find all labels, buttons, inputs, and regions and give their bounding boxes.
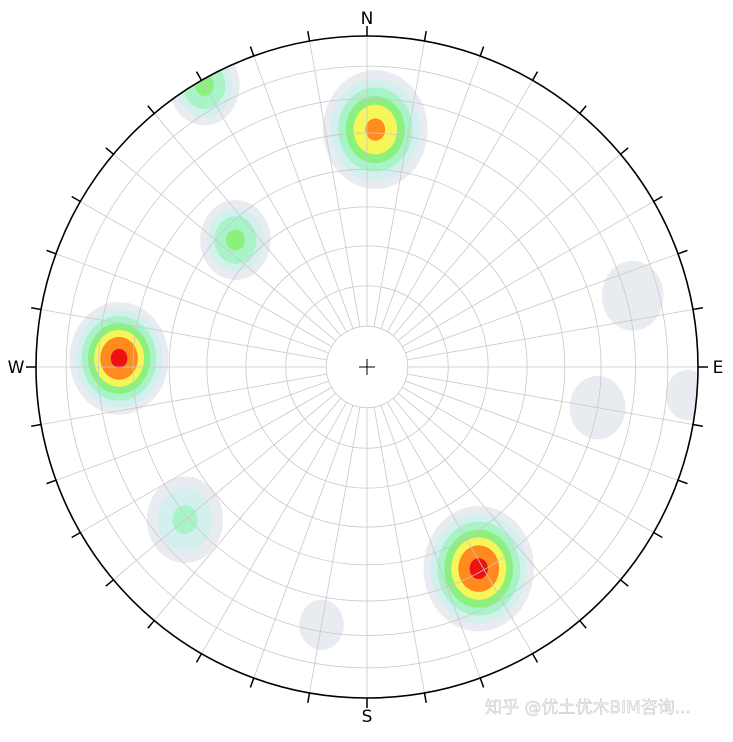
tick-mark bbox=[479, 677, 485, 688]
grid-line bbox=[402, 201, 654, 347]
tick-mark bbox=[479, 46, 485, 57]
tick-mark bbox=[147, 620, 155, 629]
grid-line bbox=[55, 380, 329, 481]
watermark: 知乎 @优土优木BIM咨询... bbox=[485, 698, 691, 718]
tick-mark bbox=[46, 249, 57, 255]
tick-mark bbox=[579, 105, 587, 114]
grid-line bbox=[40, 373, 327, 425]
grid-line bbox=[402, 387, 654, 533]
frame: N E S W bbox=[8, 9, 724, 727]
tick-mark bbox=[579, 620, 587, 629]
tick-mark bbox=[195, 71, 203, 81]
grid-line bbox=[201, 402, 347, 654]
tick-mark bbox=[71, 531, 81, 539]
density-contour bbox=[365, 118, 386, 141]
tick-mark bbox=[620, 147, 629, 155]
tick-mark bbox=[195, 653, 203, 663]
grid-line bbox=[253, 55, 354, 329]
density-layer bbox=[69, 45, 698, 651]
tick-mark bbox=[147, 105, 155, 114]
tick-mark bbox=[531, 653, 539, 663]
tick-mark bbox=[31, 307, 42, 311]
direction-label: W bbox=[8, 358, 25, 378]
grid-line bbox=[397, 153, 621, 342]
tick-mark bbox=[423, 692, 427, 703]
tick-mark bbox=[677, 249, 688, 255]
tick-mark bbox=[31, 423, 42, 427]
tick-mark bbox=[249, 677, 255, 688]
tick-mark bbox=[307, 31, 311, 42]
tick-mark bbox=[423, 31, 427, 42]
grid-line bbox=[387, 402, 533, 654]
grid-line bbox=[153, 113, 342, 337]
density-contour bbox=[226, 229, 245, 251]
tick-mark bbox=[653, 195, 663, 203]
grid-line bbox=[253, 405, 354, 679]
grid-line bbox=[40, 309, 327, 361]
grid-line bbox=[407, 373, 694, 425]
tick-mark bbox=[105, 579, 114, 587]
density-contour bbox=[469, 558, 488, 579]
direction-label: N bbox=[361, 9, 374, 29]
direction-label: S bbox=[362, 707, 373, 727]
grid-line bbox=[392, 397, 581, 621]
grid-line bbox=[407, 309, 694, 361]
direction-label: E bbox=[713, 358, 724, 378]
tick-mark bbox=[71, 195, 81, 203]
grid-line bbox=[392, 113, 581, 337]
tick-mark bbox=[620, 579, 629, 587]
grid-line bbox=[80, 201, 332, 347]
tick-mark bbox=[249, 46, 255, 57]
grid-line bbox=[397, 392, 621, 581]
tick-mark bbox=[677, 479, 688, 485]
grid-line bbox=[80, 387, 332, 533]
grid-line bbox=[380, 405, 481, 679]
grid-line bbox=[309, 407, 361, 694]
grid-line bbox=[309, 40, 361, 327]
grid bbox=[36, 36, 698, 698]
grid-line bbox=[405, 253, 679, 354]
grid-line bbox=[405, 380, 679, 481]
grid-line bbox=[113, 392, 337, 581]
tick-mark bbox=[531, 71, 539, 81]
grid-line bbox=[380, 55, 481, 329]
tick-mark bbox=[46, 479, 57, 485]
grid-line bbox=[387, 80, 533, 332]
grid-line bbox=[153, 397, 342, 621]
density-contour bbox=[665, 369, 698, 421]
grid-line bbox=[373, 407, 425, 694]
density-contour bbox=[110, 348, 128, 368]
grid-line bbox=[373, 40, 425, 327]
tick-mark bbox=[105, 147, 114, 155]
tick-mark bbox=[692, 423, 703, 427]
grid-line bbox=[113, 153, 337, 342]
tick-mark bbox=[307, 692, 311, 703]
tick-mark bbox=[692, 307, 703, 311]
grid-line bbox=[55, 253, 329, 354]
grid-line bbox=[201, 80, 347, 332]
density-contour bbox=[601, 260, 664, 331]
tick-mark bbox=[653, 531, 663, 539]
